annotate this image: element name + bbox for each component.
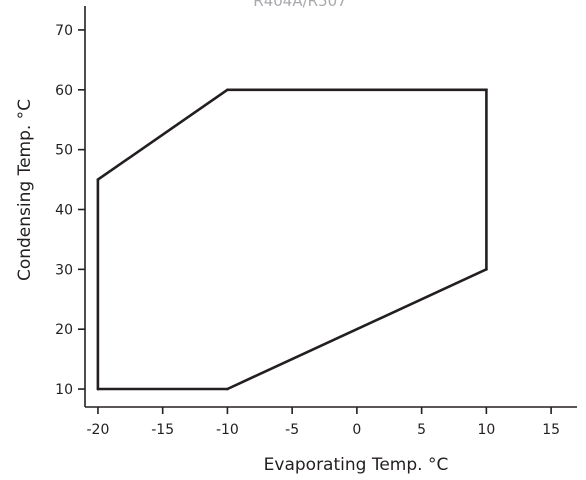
operating-envelope-line [96, 88, 488, 391]
y-tick-label: 70 [55, 23, 73, 39]
y-tick-label: 60 [55, 83, 73, 99]
y-axis-ticks: 10 20 30 40 50 60 70 [55, 23, 85, 398]
x-tick-label: 0 [352, 422, 361, 438]
envelope-point [485, 268, 488, 271]
y-tick-label: 30 [55, 262, 73, 278]
chart-title: R404A/R507 [253, 0, 346, 10]
x-tick-label: 5 [417, 422, 426, 438]
x-tick-label: -15 [151, 422, 174, 438]
x-tick-label: 15 [542, 422, 560, 438]
x-tick-label: -20 [87, 422, 110, 438]
y-axis-title: Condensing Temp. °C [15, 99, 35, 281]
y-tick-label: 10 [55, 382, 73, 398]
envelope-point [226, 387, 229, 391]
envelope-point [226, 88, 229, 92]
envelope-vertices [96, 88, 488, 391]
y-tick-label: 20 [55, 322, 73, 338]
envelope-point [485, 88, 488, 92]
x-axis-title: Evaporating Temp. °C [264, 455, 449, 475]
x-tick-label: -5 [285, 422, 299, 438]
x-axis-ticks: -20 -15 -10 -5 0 5 10 15 [87, 407, 560, 438]
x-tick-label: -10 [216, 422, 239, 438]
y-tick-label: 40 [55, 202, 73, 218]
x-tick-label: 10 [477, 422, 495, 438]
envelope-point [96, 387, 100, 391]
envelope-point [96, 178, 100, 181]
y-tick-label: 50 [55, 143, 73, 159]
